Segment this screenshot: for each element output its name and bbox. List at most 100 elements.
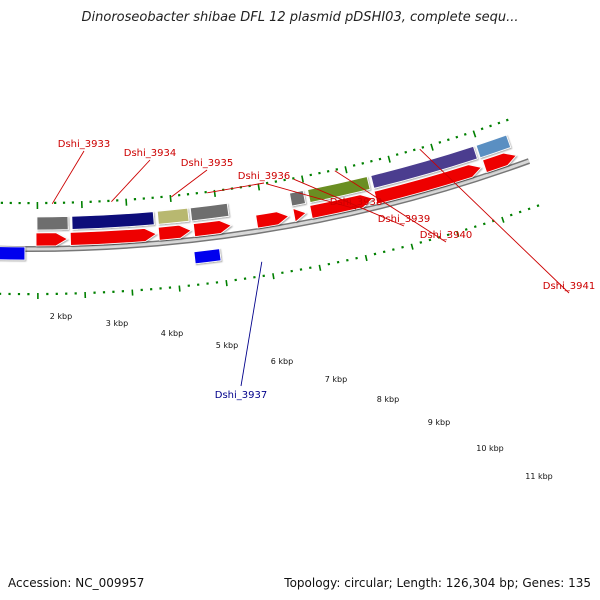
gene-label: Dshi_3937	[215, 390, 267, 401]
inner-tick	[527, 207, 531, 211]
gene-label-leader	[207, 182, 265, 194]
cog-feature-block	[475, 134, 512, 159]
outer-tick	[352, 164, 356, 167]
cog-feature-block	[289, 190, 306, 207]
scale-label: 10 kbp	[476, 444, 504, 453]
outer-tick	[430, 143, 434, 151]
sequence-backbone	[0, 158, 531, 252]
map-title: Dinoroseobacter shibae DFL 12 plasmid pD…	[81, 10, 519, 25]
inner-tick	[473, 225, 477, 229]
inner-tick	[178, 285, 181, 292]
forward-cds-arrow	[69, 228, 158, 246]
gene-label: Dshi_3934	[124, 148, 176, 159]
scale-label: 7 kbp	[325, 375, 347, 384]
gene-label-leader	[266, 183, 357, 210]
scale-label: 5 kbp	[216, 341, 238, 350]
outer-tick	[361, 162, 365, 165]
inner-tick	[456, 230, 460, 238]
outer-tick	[378, 157, 382, 161]
forward-cds-arrow	[35, 232, 69, 247]
outer-tick	[395, 153, 399, 156]
gene-label-leader	[419, 148, 570, 294]
scale-label: 3 kbp	[106, 319, 128, 328]
outer-tick	[387, 155, 391, 163]
inner-tick	[382, 250, 386, 254]
inner-tick	[464, 228, 468, 231]
outer-tick	[446, 138, 450, 142]
gene-label: Dshi_3938	[330, 197, 382, 208]
accession-text: Accession: NC_009957	[8, 576, 145, 590]
inner-tick	[401, 245, 404, 249]
inner-tick-ring	[0, 204, 540, 299]
inner-tick	[509, 213, 513, 217]
scale-label: 11 kbp	[525, 472, 553, 481]
inner-tick	[392, 248, 395, 251]
inner-tick	[536, 204, 540, 208]
inner-tick	[225, 280, 228, 287]
inner-tick	[428, 238, 432, 242]
outer-tick	[257, 183, 261, 191]
gene-label: Dshi_3936	[238, 171, 290, 182]
scale-label: 8 kbp	[377, 395, 399, 404]
outer-tick-ring	[0, 118, 509, 209]
outer-tick	[463, 133, 467, 136]
gene-label: Dshi_3935	[181, 158, 233, 169]
scale-label: 4 kbp	[161, 329, 183, 338]
cog-feature-block	[156, 207, 190, 225]
outer-tick	[480, 127, 484, 131]
inner-tick	[410, 243, 414, 250]
cog-feature-block	[36, 216, 69, 231]
cog-feature-block	[71, 211, 155, 230]
inner-tick	[446, 233, 450, 237]
inner-tick	[518, 210, 522, 214]
gene-label-leader	[51, 150, 85, 205]
feature-tracks	[0, 134, 518, 265]
inner-tick	[373, 252, 377, 256]
gene-label-leader	[334, 170, 447, 243]
outer-tick	[404, 150, 408, 154]
forward-cds-arrow	[192, 220, 233, 238]
forward-cds-arrow	[309, 194, 374, 219]
reverse-cds-block	[0, 246, 26, 261]
outer-tick	[213, 189, 217, 197]
outer-tick	[412, 148, 416, 152]
gene-label: Dshi_3940	[420, 230, 472, 241]
gene-label-leader	[111, 159, 151, 202]
scale-label: 2 kbp	[50, 312, 72, 321]
inner-tick	[419, 241, 423, 244]
outer-tick	[497, 121, 501, 125]
gene-label: Dshi_3933	[58, 139, 110, 150]
inner-tick	[364, 254, 368, 262]
inner-tick	[482, 222, 486, 226]
outer-tick	[489, 124, 492, 128]
gene-labels: Dshi_3933 Dshi_3934 Dshi_3935 Dshi_3936 Dshi…	[51, 139, 595, 401]
outer-tick	[421, 146, 425, 149]
outer-tick	[505, 118, 509, 122]
gene-label: Dshi_3941	[543, 281, 595, 292]
outer-tick	[455, 135, 459, 139]
outer-tick	[301, 175, 304, 183]
outer-tick	[169, 194, 172, 203]
gene-label: Dshi_3939	[378, 214, 430, 225]
gene-label-leader	[171, 169, 208, 198]
reverse-cds-arrow	[193, 248, 222, 265]
inner-tick	[272, 273, 275, 280]
backbone-highlight	[0, 159, 530, 251]
outer-tick	[438, 140, 442, 144]
cog-feature-block	[189, 202, 230, 222]
forward-cds-arrow	[292, 208, 307, 223]
forward-cds-arrow	[373, 164, 483, 205]
gene-label-leader	[293, 178, 405, 227]
scale-labels: 2 kbp 3 kbp 4 kbp 5 kbp 6 kbp 7 kbp 8 kbp 9 kbp…	[50, 312, 553, 481]
inner-tick	[501, 216, 505, 223]
outer-tick	[370, 159, 373, 163]
scale-label: 6 kbp	[271, 357, 293, 366]
gene-label-leader	[240, 261, 263, 387]
forward-cds-arrow	[157, 224, 192, 241]
forward-cds-arrow	[482, 152, 518, 174]
scale-label: 9 kbp	[428, 418, 450, 427]
outer-tick	[472, 130, 477, 138]
inner-tick	[318, 264, 322, 271]
outer-tick	[344, 166, 348, 174]
topology-summary: Topology: circular; Length: 126,304 bp; …	[284, 576, 591, 590]
